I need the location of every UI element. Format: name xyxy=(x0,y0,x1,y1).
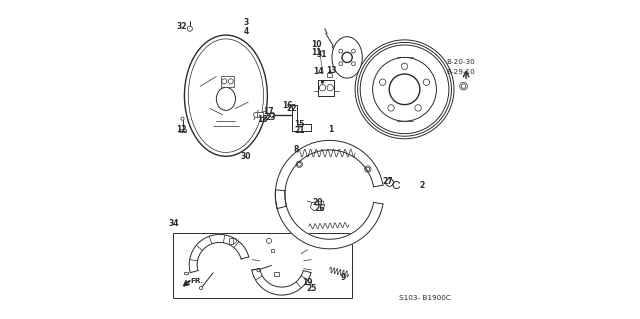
Text: 26: 26 xyxy=(314,204,324,213)
Bar xyxy=(184,272,188,274)
Text: 4: 4 xyxy=(244,27,249,36)
Text: 21: 21 xyxy=(294,126,305,135)
Ellipse shape xyxy=(342,52,352,63)
Circle shape xyxy=(388,105,394,111)
Text: 15: 15 xyxy=(294,120,305,129)
Text: FR.: FR. xyxy=(191,278,204,284)
Polygon shape xyxy=(189,234,249,273)
Circle shape xyxy=(181,117,184,120)
Bar xyxy=(257,112,262,117)
Text: 30: 30 xyxy=(241,152,252,161)
Bar xyxy=(179,129,186,132)
Circle shape xyxy=(319,85,326,91)
Text: 32: 32 xyxy=(177,22,188,31)
Text: 25: 25 xyxy=(307,284,317,293)
Ellipse shape xyxy=(332,37,362,78)
Ellipse shape xyxy=(216,87,236,110)
Text: 13: 13 xyxy=(326,66,337,75)
Text: 11: 11 xyxy=(312,48,322,57)
Circle shape xyxy=(327,85,333,91)
Circle shape xyxy=(351,49,355,53)
Bar xyxy=(173,233,352,298)
Text: B-29-10: B-29-10 xyxy=(446,69,475,75)
Circle shape xyxy=(415,105,421,111)
Polygon shape xyxy=(310,201,324,211)
Circle shape xyxy=(339,62,342,66)
Circle shape xyxy=(257,269,260,272)
Text: 34: 34 xyxy=(169,219,179,228)
Text: 19: 19 xyxy=(303,278,313,287)
Circle shape xyxy=(221,79,227,84)
Text: 22: 22 xyxy=(286,104,296,113)
Circle shape xyxy=(228,79,233,84)
Circle shape xyxy=(386,179,394,186)
Text: 27: 27 xyxy=(382,177,393,186)
Bar xyxy=(271,249,275,252)
Text: B-20-30: B-20-30 xyxy=(446,59,475,65)
Text: 3: 3 xyxy=(244,18,249,27)
Text: 16: 16 xyxy=(282,101,292,110)
Text: 10: 10 xyxy=(312,40,322,49)
Circle shape xyxy=(188,26,193,31)
Circle shape xyxy=(253,112,259,117)
Circle shape xyxy=(380,79,386,85)
Bar xyxy=(229,238,233,244)
Bar xyxy=(327,73,332,77)
Circle shape xyxy=(460,82,467,90)
Text: 14: 14 xyxy=(313,67,324,76)
Text: S103- B1900C: S103- B1900C xyxy=(399,295,451,301)
Text: 9: 9 xyxy=(340,273,346,282)
Polygon shape xyxy=(275,140,383,209)
Ellipse shape xyxy=(389,74,420,105)
Circle shape xyxy=(339,49,342,53)
Circle shape xyxy=(261,112,268,118)
Circle shape xyxy=(200,286,203,290)
Ellipse shape xyxy=(372,57,436,121)
Bar xyxy=(319,80,334,96)
Circle shape xyxy=(401,63,408,70)
Text: 2: 2 xyxy=(419,181,425,189)
Circle shape xyxy=(269,112,275,117)
Text: 31: 31 xyxy=(317,50,328,59)
Text: 8: 8 xyxy=(293,145,299,154)
Text: 18: 18 xyxy=(257,115,268,124)
Circle shape xyxy=(423,79,429,85)
Ellipse shape xyxy=(184,35,268,156)
Text: 17: 17 xyxy=(263,107,274,116)
Text: 1: 1 xyxy=(328,125,333,134)
Text: 23: 23 xyxy=(266,113,276,122)
Text: 20: 20 xyxy=(312,198,323,207)
Ellipse shape xyxy=(355,40,454,139)
Bar xyxy=(221,76,234,87)
Polygon shape xyxy=(292,105,311,131)
Bar xyxy=(274,272,279,276)
Circle shape xyxy=(351,62,355,66)
Polygon shape xyxy=(252,269,311,295)
Polygon shape xyxy=(275,190,383,249)
Text: 12: 12 xyxy=(176,125,186,134)
Circle shape xyxy=(321,81,324,83)
